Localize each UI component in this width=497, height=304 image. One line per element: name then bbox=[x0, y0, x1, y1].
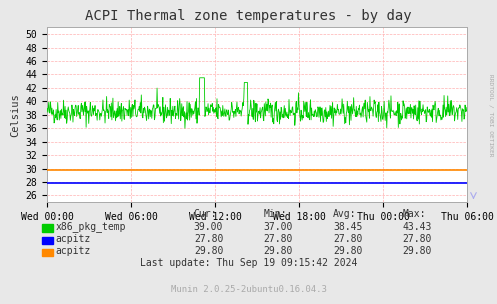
Text: 43.43: 43.43 bbox=[403, 222, 432, 232]
Text: ACPI Thermal zone temperatures - by day: ACPI Thermal zone temperatures - by day bbox=[85, 9, 412, 23]
Text: Munin 2.0.25-2ubuntu0.16.04.3: Munin 2.0.25-2ubuntu0.16.04.3 bbox=[170, 285, 327, 294]
Text: Min:: Min: bbox=[263, 209, 287, 219]
Text: Cur:: Cur: bbox=[194, 209, 217, 219]
Text: 37.00: 37.00 bbox=[263, 222, 293, 232]
Text: Avg:: Avg: bbox=[333, 209, 356, 219]
Text: 29.80: 29.80 bbox=[333, 246, 362, 256]
Text: 27.80: 27.80 bbox=[194, 234, 223, 244]
Text: acpitz: acpitz bbox=[56, 234, 91, 244]
Text: 29.80: 29.80 bbox=[263, 246, 293, 256]
Text: Last update: Thu Sep 19 09:15:42 2024: Last update: Thu Sep 19 09:15:42 2024 bbox=[140, 258, 357, 268]
Y-axis label: Celsius: Celsius bbox=[10, 93, 20, 136]
Text: x86_pkg_temp: x86_pkg_temp bbox=[56, 222, 126, 233]
Text: acpitz: acpitz bbox=[56, 246, 91, 256]
Text: 39.00: 39.00 bbox=[194, 222, 223, 232]
Text: 27.80: 27.80 bbox=[333, 234, 362, 244]
Text: 27.80: 27.80 bbox=[403, 234, 432, 244]
Text: 29.80: 29.80 bbox=[403, 246, 432, 256]
Text: RRDTOOL / TOBI OETIKER: RRDTOOL / TOBI OETIKER bbox=[488, 74, 493, 157]
Text: 29.80: 29.80 bbox=[194, 246, 223, 256]
Text: 27.80: 27.80 bbox=[263, 234, 293, 244]
Text: 38.45: 38.45 bbox=[333, 222, 362, 232]
Text: Max:: Max: bbox=[403, 209, 426, 219]
